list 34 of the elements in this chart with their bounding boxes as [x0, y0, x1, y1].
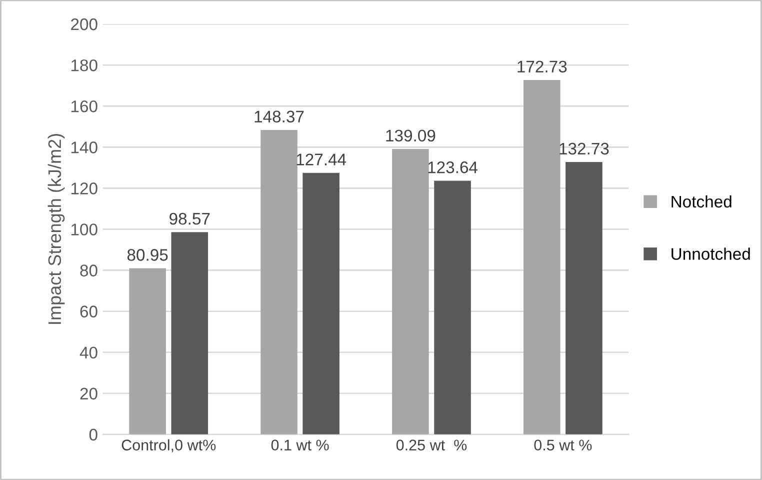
y-tick-label: 80: [80, 264, 98, 276]
legend-label: Notched: [672, 195, 732, 208]
bar: [302, 172, 340, 434]
bar: [566, 162, 602, 434]
y-tick-label: 200: [71, 18, 98, 30]
data-label: 80.95: [127, 249, 168, 261]
data-label: 172.73: [518, 60, 567, 72]
y-tick-label: 0: [89, 428, 98, 441]
x-tick-label: 0.5 wt %: [534, 440, 592, 450]
y-tick-label: 60: [80, 306, 98, 318]
y-tick-label: 140: [71, 142, 98, 154]
bar: [523, 80, 560, 434]
x-tick-label: Control,0 wt%: [122, 439, 216, 452]
data-label: 98.57: [170, 212, 210, 225]
bar: [392, 148, 429, 434]
y-tick-label: 20: [80, 388, 98, 400]
y-tick-label: 40: [80, 346, 98, 359]
data-label: 139.09: [386, 130, 436, 142]
x-tick-label: 0.25 wt %: [396, 440, 467, 450]
y-axis-title: Impact Strength (kJ/m2): [48, 134, 65, 324]
bar: [434, 180, 471, 434]
data-label: 132.73: [560, 142, 609, 155]
data-label: 127.44: [296, 154, 346, 166]
y-tick-label: 100: [71, 224, 98, 236]
y-tick-label: 160: [71, 100, 98, 112]
legend-label: Unnotched: [672, 248, 750, 260]
x-tick-label: 0.1 wt %: [271, 440, 329, 450]
data-label: 123.64: [428, 161, 478, 174]
bar: [260, 130, 298, 434]
data-label: 148.37: [254, 110, 304, 122]
bar: [129, 268, 166, 434]
y-tick-label: 180: [71, 59, 98, 72]
bar: [171, 232, 208, 434]
y-tick-label: 120: [71, 182, 98, 194]
